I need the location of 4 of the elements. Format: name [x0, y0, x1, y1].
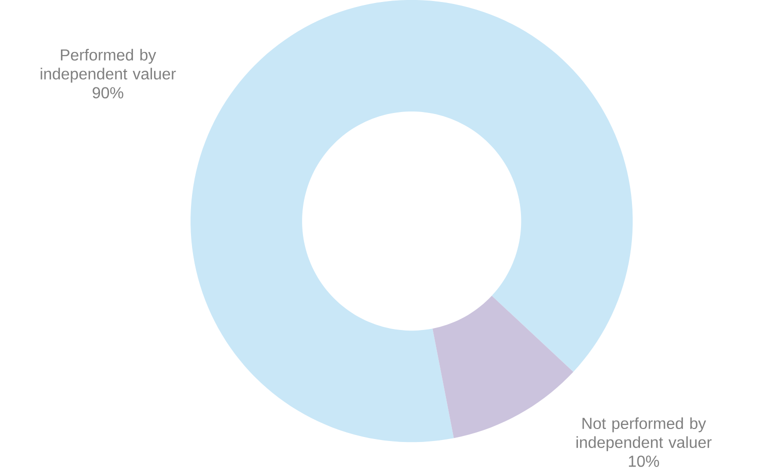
slice-label: Performed by independent valuer [40, 48, 176, 83]
data-label: 10% [628, 456, 660, 467]
slice-label: Not performed by independent valuer [576, 417, 712, 452]
data-label: 90% [92, 87, 124, 98]
